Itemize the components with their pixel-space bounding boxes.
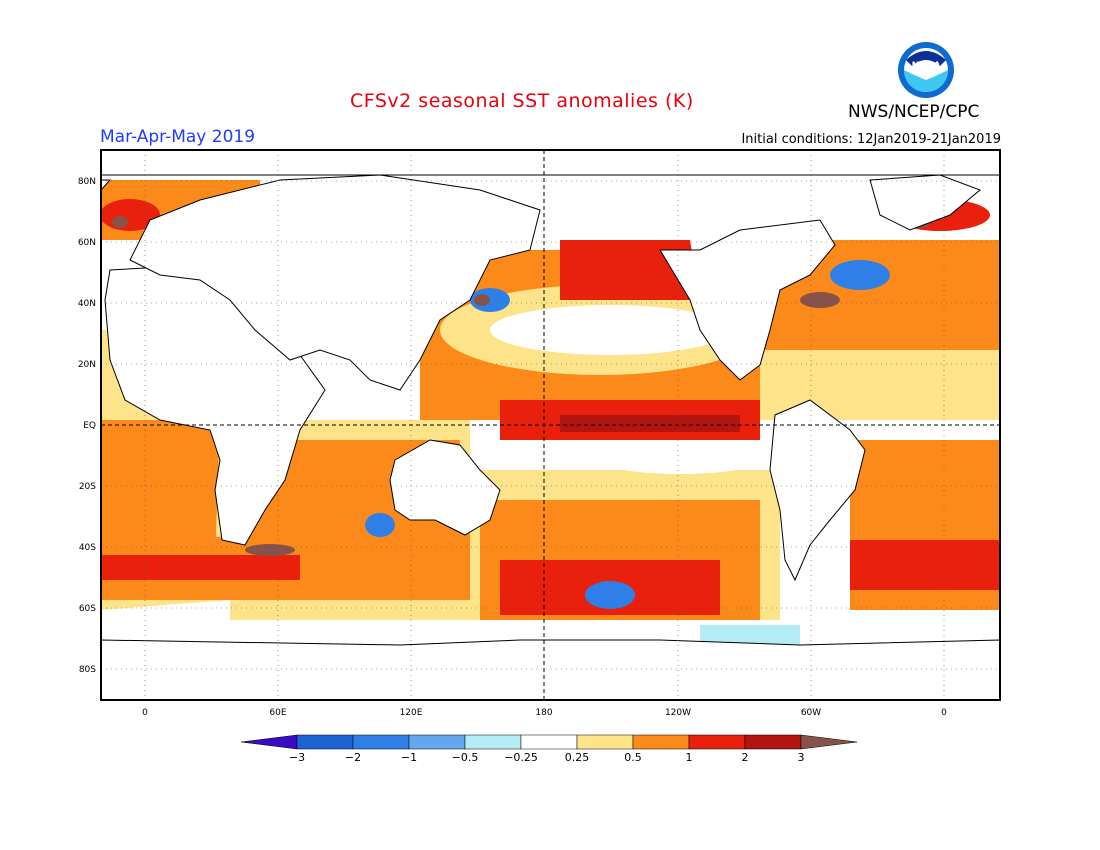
colorbar-legend: −3 −2 −1 −0.5 −0.25 0.25 0.5 1 2 3 [240,734,858,764]
colorbar-label: −0.25 [504,751,538,764]
colorbar-label: 0.25 [565,751,590,764]
colorbar-swatch [632,734,690,750]
colorbar-swatch [296,734,354,750]
agency-label: NWS/NCEP/CPC [848,102,980,122]
colorbar-label: −1 [401,751,417,764]
lon-label: 60E [269,708,286,718]
colorbar-swatch [520,734,578,750]
lon-label: 120W [665,708,691,718]
lat-label: 40N [78,299,96,309]
lat-label: 60S [79,604,96,614]
colorbar-swatch [688,734,746,750]
colorbar-label: −2 [345,751,361,764]
map-frame [100,149,1001,701]
lat-label: 20S [79,482,96,492]
lat-label: 80S [79,665,96,675]
lon-label: 180 [535,708,552,718]
colorbar-swatch [352,734,410,750]
colorbar-label: 3 [798,751,805,764]
lat-label: 60N [78,238,96,248]
colorbar-label: 2 [742,751,749,764]
colorbar-swatch [576,734,634,750]
lat-axis-labels: 80N 60N 40N 20N EQ 20S 40S 60S 80S [78,177,96,675]
noaa-logo-text: NOAA [912,61,941,71]
colorbar-swatch [408,734,466,750]
lat-label: 80N [78,177,96,187]
colorbar-swatch [464,734,522,750]
map-title: CFSv2 seasonal SST anomalies (K) [350,90,694,112]
initial-conditions-label: Initial conditions: 12Jan2019-21Jan2019 [741,132,1001,147]
colorbar-left-arrow [240,734,298,750]
season-label: Mar-Apr-May 2019 [100,127,256,147]
noaa-logo: NOAA [898,42,954,98]
colorbar-label: −3 [289,751,305,764]
lat-label: EQ [83,421,96,431]
lon-label: 60W [801,708,821,718]
lat-label: 20N [78,360,96,370]
coastlines [101,150,1000,700]
colorbar-label: 1 [686,751,693,764]
colorbar-right-arrow [800,734,858,750]
lon-label: 120E [400,708,423,718]
lon-axis-labels: 0 60E 120E 180 120W 60W 0 [142,708,947,718]
lat-label: 40S [79,543,96,553]
colorbar-label: −0.5 [452,751,479,764]
colorbar-swatch [744,734,802,750]
lon-label: 0 [142,708,148,718]
lon-label: 0 [941,708,947,718]
colorbar-label: 0.5 [624,751,642,764]
